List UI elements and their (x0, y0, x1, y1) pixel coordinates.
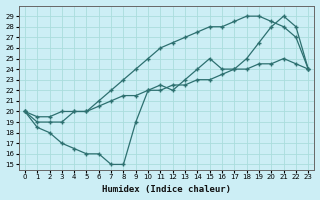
X-axis label: Humidex (Indice chaleur): Humidex (Indice chaleur) (102, 185, 231, 194)
